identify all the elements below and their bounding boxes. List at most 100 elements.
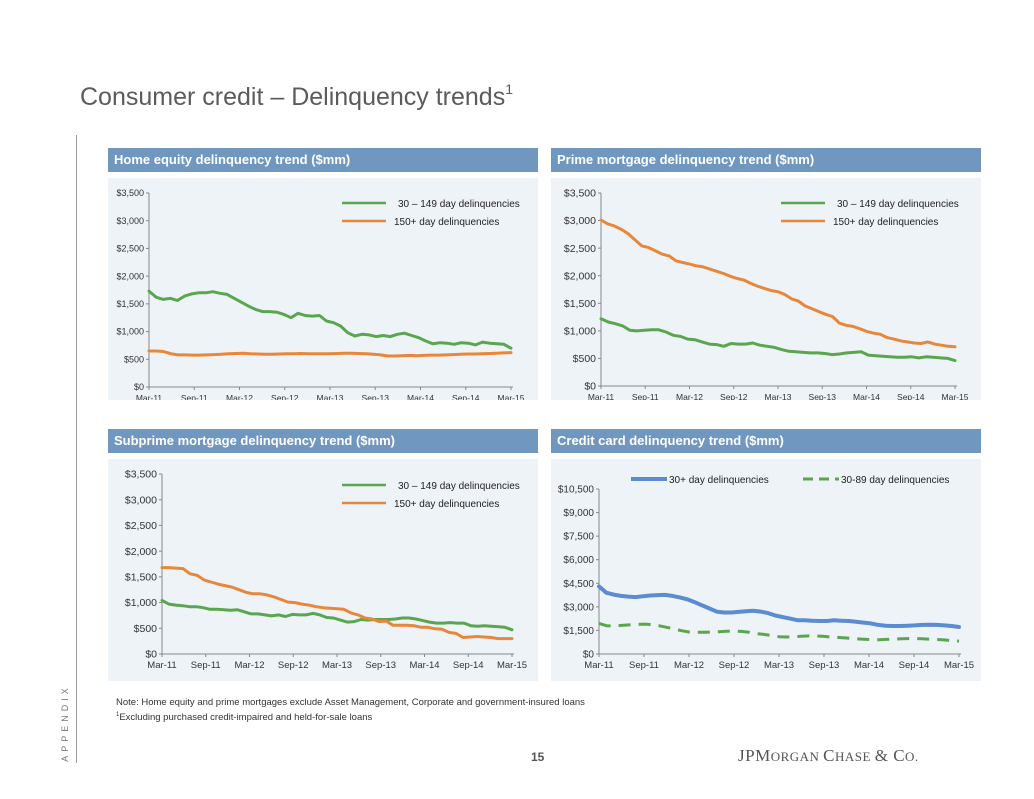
x-tick-label: Mar-14 <box>407 393 434 400</box>
y-tick-label: $0 <box>134 382 144 392</box>
legend-label: 30-89 day delinquencies <box>841 475 949 486</box>
y-tick-label: $3,500 <box>125 469 157 481</box>
footnote-line: 1Excluding purchased credit-impaired and… <box>116 709 585 724</box>
logo-part: JPM <box>738 746 771 765</box>
x-tick-label: Mar-12 <box>674 660 704 671</box>
x-tick-label: Mar-15 <box>944 660 974 671</box>
logo-part: & C <box>874 746 906 765</box>
legend-label: 30 – 149 day delinquencies <box>398 199 520 210</box>
x-tick-label: Sep-11 <box>629 660 659 671</box>
jpmorgan-logo: JPMORGAN CHASE & CO. <box>738 746 919 766</box>
y-tick-label: $1,500 <box>563 626 594 637</box>
y-tick-label: $2,000 <box>125 546 157 558</box>
x-tick-label: Mar-13 <box>765 392 792 400</box>
x-tick-label: Sep-14 <box>899 660 930 671</box>
footnotes: Note: Home equity and prime mortgages ex… <box>116 697 585 724</box>
x-tick-label: Mar-14 <box>854 660 884 671</box>
series-line-2 <box>160 566 514 641</box>
appendix-label-text: APPENDIX <box>60 684 70 762</box>
y-tick-label: $2,500 <box>125 520 157 532</box>
y-tick-label: $2,000 <box>116 271 144 281</box>
credit-card-panel: Credit card delinquency trend ($mm) $0 $1… <box>551 429 981 681</box>
x-tick-label: Sep-13 <box>809 392 837 400</box>
series-line-2 <box>147 349 513 358</box>
title-footnote-marker: 1 <box>505 81 514 97</box>
y-tick-label: $3,000 <box>564 215 596 227</box>
x-tick-label: Mar-12 <box>234 660 264 671</box>
y-tick-label: $500 <box>134 623 158 635</box>
legend-label: 30+ day delinquencies <box>669 475 769 486</box>
x-tick-label: Mar-12 <box>226 393 253 400</box>
panel-title-underline <box>551 172 981 178</box>
x-tick-label: Mar-12 <box>676 392 703 400</box>
x-tick-label: Sep-13 <box>362 393 390 400</box>
y-tick-label: $1,500 <box>125 572 157 584</box>
x-tick-label: Mar-13 <box>322 660 352 671</box>
x-tick-label: Sep-11 <box>632 392 659 400</box>
legend-label: 150+ day delinquencies <box>394 217 499 228</box>
home-equity-chart: $0 $500 $1,000 $1,500 $2,000 $2,500 $3,000 $3,5… <box>116 188 524 400</box>
logo-part: HASE <box>835 749 875 764</box>
x-tick-label: Sep-12 <box>278 660 309 671</box>
footnote-marker: 1 <box>116 712 120 718</box>
series-line-1 <box>597 584 961 629</box>
subprime-mortgage-chart: $0 $500 $1,000 $1,500 $2,000 $2,500 $3,000 $3,5… <box>125 469 527 671</box>
x-tick-label: Mar-15 <box>497 660 527 671</box>
y-tick-label: $1,000 <box>564 326 596 338</box>
x-tick-label: Mar-14 <box>853 392 880 400</box>
y-tick-label: $9,000 <box>563 508 594 519</box>
prime-mortgage-panel: Prime mortgage delinquency trend ($mm) $… <box>551 148 981 400</box>
y-tick-label: $6,000 <box>563 555 594 566</box>
y-tick-label: $3,000 <box>563 602 594 613</box>
prime-mortgage-chart: $0 $500 $1,000 $1,500 $2,000 $2,500 $3,000 $3,5… <box>564 188 969 400</box>
y-tick-label: $3,000 <box>125 494 157 506</box>
panel-title-underline <box>108 453 538 459</box>
panel-title: Home equity delinquency trend ($mm) <box>108 148 538 172</box>
x-tick-label: Sep-12 <box>720 392 748 400</box>
legend-label: 30 – 149 day delinquencies <box>837 199 959 210</box>
x-tick-label: Mar-11 <box>147 660 176 671</box>
y-tick-label: $10,500 <box>558 485 595 496</box>
panel-title: Credit card delinquency trend ($mm) <box>551 429 981 453</box>
y-tick-label: $0 <box>145 649 157 661</box>
y-tick-label: $3,500 <box>116 188 144 198</box>
x-tick-label: Mar-11 <box>588 392 615 400</box>
section-divider <box>76 135 77 763</box>
x-tick-label: Mar-11 <box>136 393 163 400</box>
series-line-2 <box>598 621 960 643</box>
y-tick-label: $2,000 <box>564 270 596 282</box>
logo-part: O. <box>905 749 919 764</box>
series-line-1 <box>147 289 513 350</box>
footnote-text: Excluding purchased credit-impaired and … <box>119 712 373 724</box>
legend-label: 150+ day delinquencies <box>833 217 938 228</box>
y-tick-label: $2,500 <box>116 244 144 254</box>
x-tick-label: Sep-12 <box>719 660 750 671</box>
logo-part: C <box>823 746 836 765</box>
series-line-1 <box>599 317 957 363</box>
x-tick-label: Mar-13 <box>317 393 344 400</box>
credit-card-chart: $0 $1,500 $3,000 $4,500 $6,000 $7,500 $9,000 $1… <box>558 475 974 671</box>
x-tick-label: Mar-14 <box>409 660 439 671</box>
panel-title: Prime mortgage delinquency trend ($mm) <box>551 148 981 172</box>
series-line-2 <box>599 218 957 349</box>
x-tick-label: Mar-15 <box>942 392 969 400</box>
y-tick-label: $4,500 <box>563 579 594 590</box>
y-tick-label: $2,500 <box>564 243 596 255</box>
y-tick-label: $0 <box>583 650 595 661</box>
legend-label: 150+ day delinquencies <box>394 499 499 510</box>
note-line: Note: Home equity and prime mortgages ex… <box>116 697 585 708</box>
page-number: 15 <box>531 750 545 764</box>
y-tick-label: $3,500 <box>564 188 596 200</box>
x-tick-label: Sep-12 <box>271 393 299 400</box>
y-tick-label: $1,500 <box>564 298 596 310</box>
y-tick-label: $1,500 <box>116 299 144 309</box>
panel-title-underline <box>551 453 981 459</box>
panel-title-underline <box>108 172 538 178</box>
legend-label: 30 – 149 day delinquencies <box>398 481 520 492</box>
x-tick-label: Mar-13 <box>764 660 794 671</box>
x-tick-label: Sep-14 <box>453 660 484 671</box>
x-tick-label: Mar-11 <box>584 660 613 671</box>
home-equity-panel: Home equity delinquency trend ($mm) $0 $5… <box>108 148 538 400</box>
y-tick-label: $500 <box>124 354 144 364</box>
x-tick-label: Sep-11 <box>191 660 221 671</box>
